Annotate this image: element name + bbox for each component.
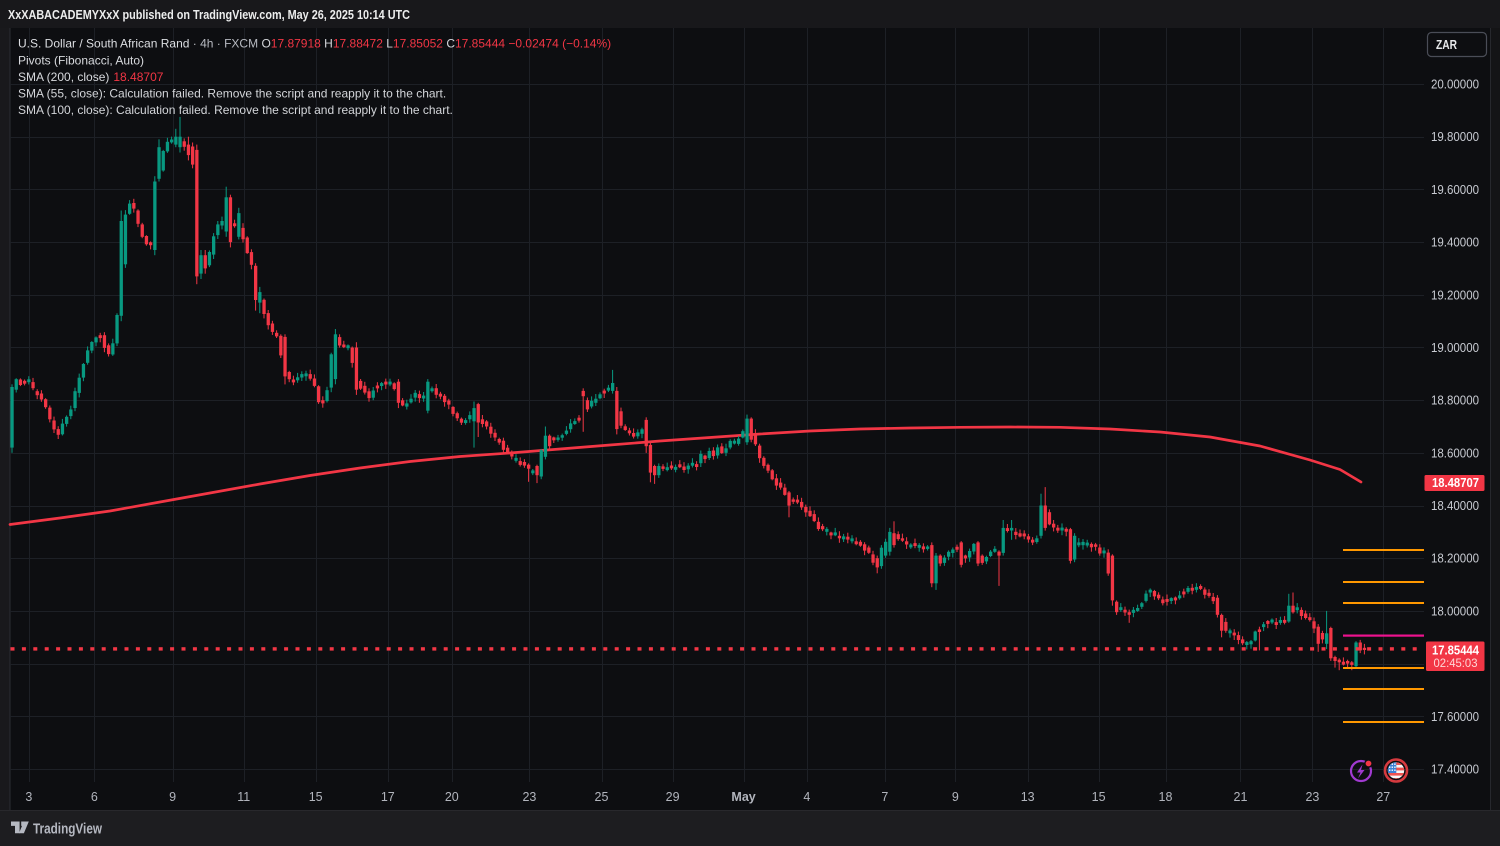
svg-text:19.00000: 19.00000 [1431, 341, 1479, 355]
svg-text:23: 23 [522, 790, 536, 804]
svg-text:SMA (200, close)18.48707: SMA (200, close) 18.48707 [18, 70, 164, 84]
svg-text:9: 9 [952, 790, 959, 804]
svg-text:25: 25 [595, 790, 609, 804]
svg-text:18.60000: 18.60000 [1431, 446, 1479, 460]
svg-text:9: 9 [169, 790, 176, 804]
svg-text:19.60000: 19.60000 [1431, 183, 1479, 197]
svg-text:15: 15 [1092, 790, 1106, 804]
svg-text:18.48707: 18.48707 [1432, 476, 1479, 490]
svg-text:27: 27 [1376, 790, 1390, 804]
svg-text:4: 4 [803, 790, 810, 804]
svg-text:15: 15 [309, 790, 323, 804]
svg-text:20.00000: 20.00000 [1431, 78, 1479, 92]
svg-text:TradingView: TradingView [33, 821, 102, 838]
svg-text:U.S. Dollar / South African Ra: U.S. Dollar / South African Rand · 4h · … [18, 37, 611, 51]
svg-text:7: 7 [881, 790, 888, 804]
svg-text:18: 18 [1159, 790, 1173, 804]
svg-text:18.00000: 18.00000 [1431, 604, 1479, 618]
svg-text:Pivots (Fibonacci, Auto): Pivots (Fibonacci, Auto) [18, 54, 144, 68]
svg-text:29: 29 [666, 790, 680, 804]
svg-text:21: 21 [1234, 790, 1248, 804]
svg-text:SMA (100, close): Calculation: SMA (100, close): Calculation failed. Re… [18, 103, 453, 117]
svg-text:19.20000: 19.20000 [1431, 288, 1479, 302]
svg-text:6: 6 [91, 790, 98, 804]
svg-text:SMA (55, close): Calculation f: SMA (55, close): Calculation failed. Rem… [18, 87, 446, 101]
svg-text:18.40000: 18.40000 [1431, 499, 1479, 513]
svg-text:18.80000: 18.80000 [1431, 394, 1479, 408]
svg-text:11: 11 [237, 790, 250, 804]
svg-text:02:45:03: 02:45:03 [1434, 657, 1478, 670]
svg-text:ZAR: ZAR [1436, 38, 1457, 52]
svg-text:17.40000: 17.40000 [1431, 763, 1479, 777]
svg-text:13: 13 [1021, 790, 1035, 804]
svg-text:19.40000: 19.40000 [1431, 236, 1479, 250]
svg-text:18.20000: 18.20000 [1431, 552, 1479, 566]
svg-text:3: 3 [25, 790, 32, 804]
svg-text:XxXABACADEMYXxX published on T: XxXABACADEMYXxX published on TradingView… [8, 7, 411, 22]
svg-text:19.80000: 19.80000 [1431, 130, 1479, 144]
svg-text:17.85444: 17.85444 [1432, 644, 1479, 658]
svg-text:23: 23 [1305, 790, 1319, 804]
svg-text:17: 17 [381, 790, 395, 804]
svg-text:May: May [731, 790, 755, 804]
svg-text:17.60000: 17.60000 [1431, 710, 1479, 724]
svg-text:20: 20 [445, 790, 459, 804]
